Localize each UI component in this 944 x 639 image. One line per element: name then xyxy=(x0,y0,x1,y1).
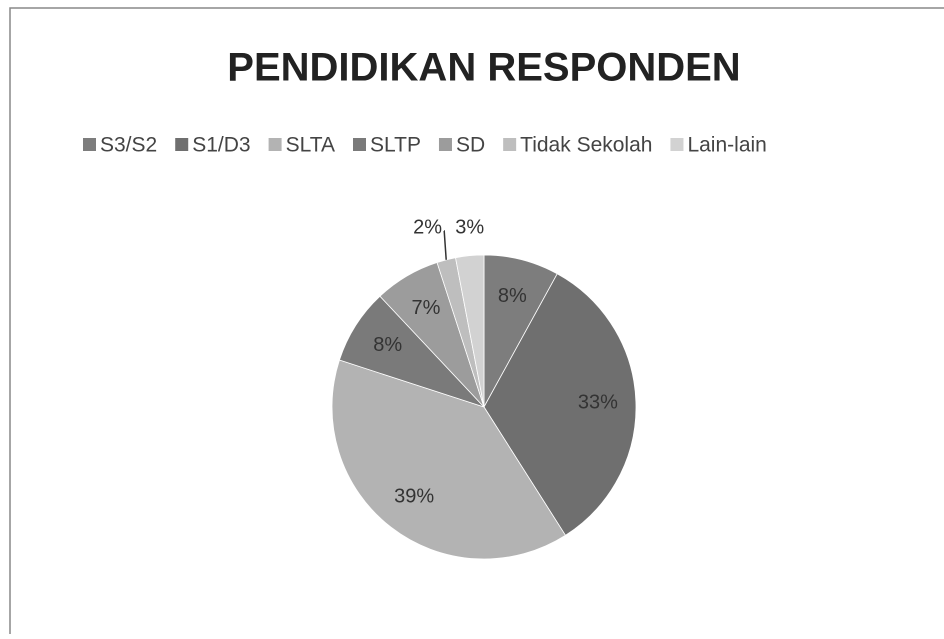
legend-swatch xyxy=(268,138,282,151)
pie-slice xyxy=(483,273,637,536)
legend-label: Tidak Sekolah xyxy=(520,134,652,157)
legend-swatch xyxy=(175,138,189,151)
pie-slice xyxy=(331,359,566,560)
leader-line xyxy=(443,230,447,260)
legend-label: SD xyxy=(456,134,485,157)
slice-label: 2% xyxy=(413,216,442,238)
legend-swatch xyxy=(83,138,96,151)
legend-label: SLTP xyxy=(370,134,421,157)
slice-label: 33% xyxy=(578,392,618,414)
legend-swatch xyxy=(503,138,517,151)
legend-label: S1/D3 xyxy=(192,134,250,157)
chart-title: PENDIDIKAN RESPONDEN xyxy=(227,46,740,90)
legend-swatch xyxy=(670,138,684,151)
legend-swatch xyxy=(353,138,366,151)
legend-label: S3/S2 xyxy=(100,134,157,157)
legend-label: Lain-lain xyxy=(687,134,766,157)
slice-label: 3% xyxy=(455,216,484,238)
slice-label: 8% xyxy=(498,285,527,307)
slice-label: 8% xyxy=(373,334,402,356)
legend-swatch xyxy=(438,138,452,151)
legend-label: SLTA xyxy=(286,134,335,157)
slice-label: 7% xyxy=(412,297,441,319)
slice-label: 39% xyxy=(394,485,434,507)
pie-slice xyxy=(455,254,485,408)
